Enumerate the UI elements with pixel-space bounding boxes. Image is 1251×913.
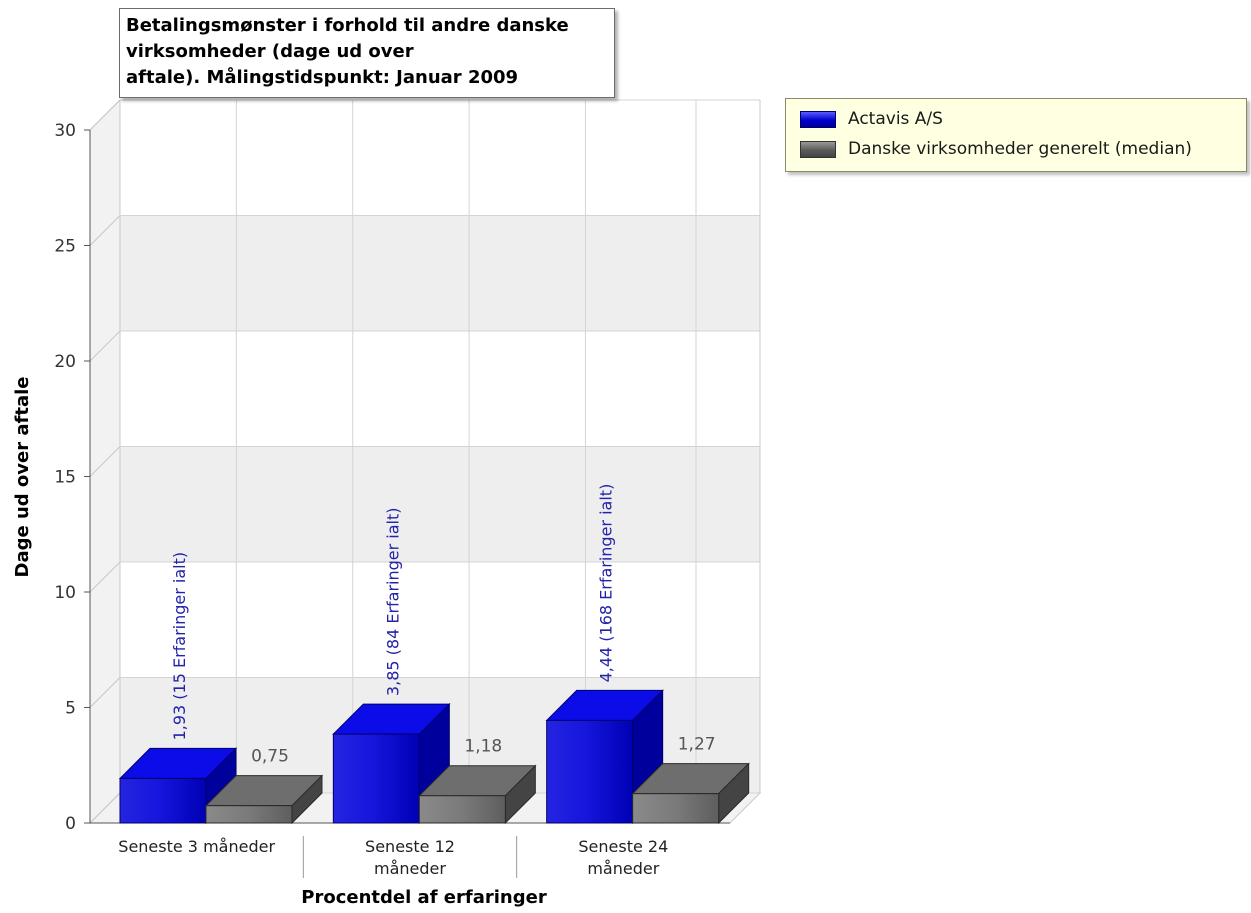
chart-title: Betalingsmønster i forhold til andre dan…	[119, 8, 615, 98]
x-tick-label: måneder	[374, 859, 446, 878]
bar	[119, 777, 207, 824]
gridline-side	[89, 677, 121, 708]
bar	[205, 805, 293, 824]
legend-swatch-gray	[800, 140, 836, 158]
y-tick-label: 0	[65, 814, 76, 834]
x-axis-label: Procentdel af erfaringer	[301, 887, 547, 908]
data-label: 0,75	[251, 747, 289, 767]
x-axis: Seneste 3 måneder Seneste 12 måneder Senest…	[118, 836, 668, 878]
legend-label: Danske virksomheder generelt (median)	[848, 139, 1192, 159]
y-tick-label: 15	[54, 468, 76, 488]
data-label: 1,18	[464, 737, 502, 757]
gridline-side	[89, 330, 121, 362]
y-tick-label: 25	[54, 237, 76, 257]
y-tick-label: 5	[65, 699, 76, 719]
grid-band	[120, 215, 760, 331]
data-labels: 1,93 (15 Erfaringer ialt) 0,75 3,85 (84 Er…	[170, 484, 716, 767]
x-tick-label: måneder	[587, 859, 659, 878]
gridline-side	[89, 99, 121, 131]
bar	[332, 733, 420, 824]
bars	[118, 689, 750, 825]
x-tick-label: Seneste 24	[578, 837, 668, 856]
chart-title-line: virksomheder (dage ud over	[126, 41, 414, 62]
data-label: 3,85 (84 Erfaringer ialt)	[383, 508, 402, 697]
gridline-side	[89, 446, 121, 477]
bar	[418, 795, 506, 824]
chart-title-line: aftale). Målingstidspunkt: Januar 2009	[126, 67, 519, 88]
gridline-side	[89, 561, 121, 593]
gridline-side	[89, 792, 121, 824]
grid-band	[120, 446, 760, 562]
legend: Actavis A/S Danske virksomheder generelt…	[785, 98, 1247, 172]
data-label: 4,44 (168 Erfaringer ialt)	[597, 484, 616, 683]
y-tick-label: 20	[54, 352, 76, 372]
y-axis: 0 5 10 15 20 25 30	[54, 121, 730, 834]
data-label: 1,93 (15 Erfaringer ialt)	[170, 552, 189, 741]
chart-title-line: Betalingsmønster i forhold til andre dan…	[126, 15, 569, 36]
legend-label: Actavis A/S	[848, 109, 943, 129]
y-tick-label: 30	[54, 121, 76, 141]
gridline-side	[89, 215, 121, 246]
data-label: 1,27	[678, 735, 716, 755]
legend-swatch-blue	[800, 110, 836, 128]
y-axis-label: Dage ud over aftale	[12, 377, 33, 578]
y-tick-label: 10	[54, 583, 76, 603]
x-tick-label: Seneste 3 måneder	[118, 837, 275, 856]
bar	[546, 719, 634, 824]
bar	[632, 793, 720, 824]
legend-item-actavis: Actavis A/S	[800, 109, 943, 129]
x-tick-label: Seneste 12	[365, 837, 455, 856]
legend-item-median: Danske virksomheder generelt (median)	[800, 139, 1192, 159]
